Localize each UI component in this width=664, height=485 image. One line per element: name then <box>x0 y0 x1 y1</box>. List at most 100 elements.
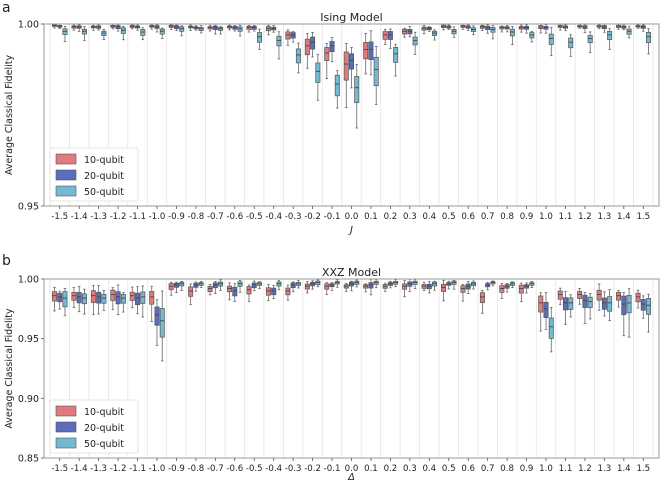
box-10-qubit--0.2 <box>304 33 310 69</box>
box-body <box>382 31 388 40</box>
box-50-qubit-0.9 <box>529 280 535 289</box>
box-10-qubit--1.4 <box>71 287 77 309</box>
x-tick-label: -0.3 <box>285 212 302 222</box>
box-20-qubit-0.6 <box>465 24 471 31</box>
box-20-qubit--0.8 <box>193 281 199 292</box>
box-10-qubit--0.4 <box>265 24 271 36</box>
x-tick-label: 0.6 <box>461 464 475 474</box>
x-tick-label: 0.2 <box>384 212 398 222</box>
x-tick-label: -0.7 <box>207 212 224 222</box>
x-tick-label: -1.2 <box>110 464 127 474</box>
box-20-qubit--1.4 <box>76 285 82 313</box>
box-20-qubit-0.0 <box>349 47 354 89</box>
box-20-qubit-1.0 <box>543 24 549 34</box>
box-body <box>101 293 107 304</box>
x-tick-label: 0.9 <box>520 212 534 222</box>
box-20-qubit--1.4 <box>76 24 82 32</box>
box-20-qubit-0.3 <box>407 26 413 38</box>
box-body <box>441 283 446 292</box>
legend: 10-qubit 20-qubit 50-qubit <box>49 399 139 454</box>
box-50-qubit--0.5 <box>257 28 262 50</box>
box-body <box>90 290 96 303</box>
box-body <box>582 294 588 308</box>
box-20-qubit--0.7 <box>212 281 218 294</box>
box-body <box>587 35 593 44</box>
box-50-qubit--0.5 <box>257 281 262 290</box>
box-50-qubit--0.7 <box>218 279 224 291</box>
box-body <box>343 51 349 81</box>
box-50-qubit--1.0 <box>159 290 165 362</box>
box-50-qubit--1.1 <box>140 27 146 41</box>
legend-label: 50-qubit <box>84 187 124 198</box>
box-20-qubit-0.6 <box>465 281 471 294</box>
x-tick-label: -0.1 <box>324 212 341 222</box>
box-body <box>557 290 563 300</box>
box-10-qubit-0.7 <box>479 24 485 31</box>
box-50-qubit-0.2 <box>393 279 399 288</box>
x-axis-label: Δ <box>347 472 355 483</box>
box-10-qubit--1.2 <box>110 287 116 311</box>
box-body <box>538 295 544 313</box>
box-body <box>115 291 121 305</box>
box-10-qubit--0.8 <box>188 283 194 305</box>
x-tick-label: -1.5 <box>51 212 68 222</box>
box-50-qubit-1.4 <box>626 288 632 338</box>
box-20-qubit-1.1 <box>562 24 568 31</box>
box-10-qubit-1.5 <box>635 24 641 29</box>
box-50-qubit-1.0 <box>548 26 554 57</box>
box-10-qubit-1.2 <box>577 24 583 29</box>
legend-swatch <box>55 153 77 165</box>
box-20-qubit--1.3 <box>96 24 102 31</box>
box-20-qubit-0.0 <box>349 280 354 292</box>
box-body <box>304 38 310 56</box>
box-body <box>626 295 632 314</box>
x-tick-label: -0.6 <box>226 464 243 474</box>
x-tick-label: -0.8 <box>187 212 204 222</box>
box-50-qubit-0.6 <box>470 280 476 290</box>
box-body <box>499 285 505 293</box>
box-20-qubit-0.8 <box>504 25 510 33</box>
box-body <box>57 292 63 303</box>
box-20-qubit--1.0 <box>154 24 160 33</box>
box-10-qubit-0.8 <box>499 25 505 33</box>
box-50-qubit--1.3 <box>101 28 107 40</box>
box-10-qubit-0.3 <box>402 280 408 298</box>
box-body <box>562 297 568 311</box>
box-20-qubit--1.1 <box>135 286 141 315</box>
box-10-qubit--0.4 <box>265 284 271 301</box>
box-10-qubit--0.6 <box>227 24 233 31</box>
y-tick-label: 0.95 <box>18 334 39 345</box>
box-20-qubit-0.1 <box>368 30 374 76</box>
box-20-qubit--1.2 <box>115 284 121 316</box>
box-body <box>329 41 335 53</box>
box-50-qubit--1.0 <box>159 27 165 39</box>
x-tick-label: -1.0 <box>149 464 166 474</box>
x-tick-label: 0.5 <box>442 212 456 222</box>
x-tick-label: 0.2 <box>384 464 398 474</box>
box-body <box>635 292 641 303</box>
box-50-qubit--1.5 <box>62 25 68 43</box>
box-body <box>276 35 282 47</box>
box-10-qubit-0.0 <box>343 43 349 109</box>
box-20-qubit-0.4 <box>426 26 432 32</box>
box-50-qubit-0.5 <box>451 26 457 38</box>
box-10-qubit--0.7 <box>207 24 213 32</box>
box-20-qubit-0.8 <box>504 283 510 293</box>
x-tick-label: 1.3 <box>598 212 612 222</box>
x-tick-label: 0.8 <box>500 212 514 222</box>
box-50-qubit-0.5 <box>451 279 457 290</box>
box-body <box>62 291 68 308</box>
x-tick-label: 1.4 <box>617 212 631 222</box>
box-20-qubit-0.7 <box>485 282 491 291</box>
x-tick-label: -0.7 <box>207 464 224 474</box>
box-body <box>646 31 652 44</box>
box-10-qubit--1.1 <box>129 286 135 309</box>
box-50-qubit-0.0 <box>354 279 360 288</box>
box-10-qubit-0.1 <box>363 283 369 293</box>
box-10-qubit-0.0 <box>343 282 349 292</box>
y-tick-label: 0.85 <box>18 454 39 465</box>
box-10-qubit-0.2 <box>382 282 388 292</box>
box-50-qubit-1.1 <box>568 34 574 57</box>
box-body <box>334 74 340 97</box>
